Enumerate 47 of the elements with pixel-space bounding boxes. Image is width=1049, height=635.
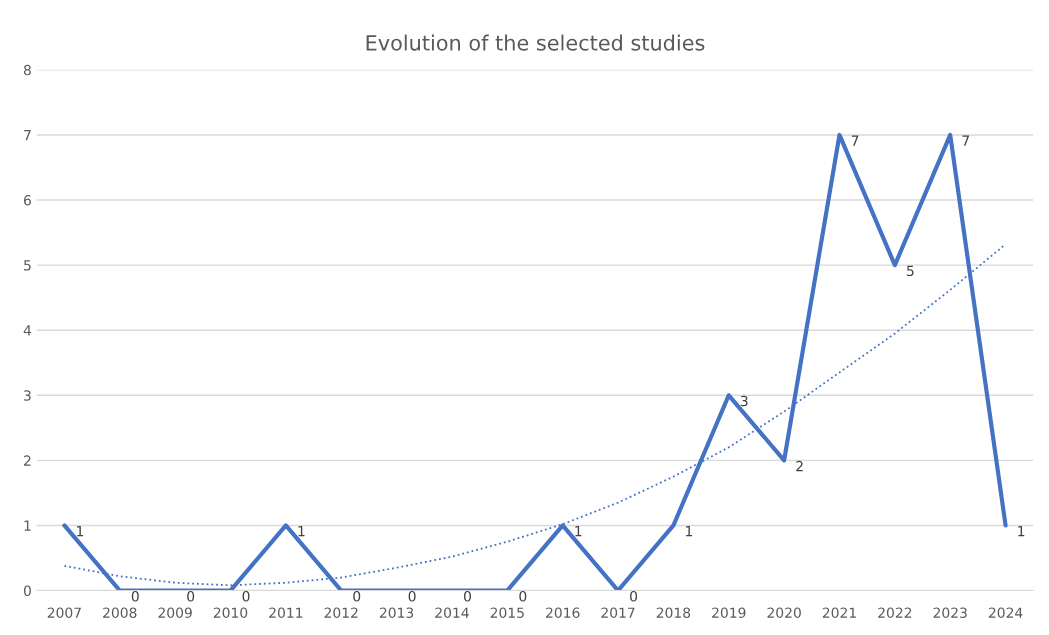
x-tick-label: 2018 — [656, 607, 691, 618]
data-label: 1 — [77, 526, 84, 537]
x-tick-label: 2009 — [158, 607, 192, 618]
y-tick-label: 6 — [23, 194, 31, 206]
data-label: 7 — [851, 135, 859, 146]
data-label: 1 — [1018, 526, 1025, 537]
y-tick-label: 4 — [23, 325, 32, 336]
line-series — [62, 132, 1008, 591]
x-tick-label: 2012 — [324, 607, 358, 618]
y-tick-label: 1 — [24, 520, 31, 531]
data-label: 0 — [408, 591, 416, 602]
x-tick-label: 2022 — [878, 607, 912, 618]
data-label: 3 — [740, 395, 748, 407]
data-label: 0 — [187, 591, 195, 602]
x-tick-label: 2007 — [47, 607, 81, 618]
data-label: 0 — [630, 591, 638, 602]
y-tick-label: 7 — [24, 130, 31, 141]
data-label: 0 — [353, 591, 361, 602]
data-label: 5 — [907, 265, 914, 277]
x-tick-label: 2011 — [269, 607, 303, 618]
data-label: 7 — [962, 135, 969, 146]
y-tick-label: 3 — [24, 390, 31, 401]
data-label: 2 — [796, 460, 803, 472]
x-tick-label: 2024 — [988, 607, 1023, 618]
y-tick-label: 0 — [23, 585, 31, 597]
x-tick-label: 2013 — [379, 607, 414, 618]
chart-title: Evolution of the selected studies — [366, 34, 705, 51]
y-tick-label: 2 — [24, 455, 31, 466]
x-tick-label: 2008 — [103, 607, 137, 618]
x-tick-label: 2016 — [546, 607, 580, 618]
x-tick-label: 2010 — [213, 607, 248, 618]
data-label: 1 — [575, 526, 582, 537]
data-label: 0 — [463, 591, 471, 602]
data-label: 0 — [131, 591, 139, 602]
x-tick-label: 2021 — [822, 607, 856, 618]
data-label: 1 — [686, 526, 693, 537]
y-tick-label: 5 — [24, 260, 31, 271]
x-tick-label: 2023 — [933, 607, 967, 618]
x-tick-label: 2020 — [767, 607, 801, 618]
x-tick-label: 2019 — [712, 607, 746, 618]
y-tick-label: 8 — [23, 64, 31, 76]
x-tick-label: 2017 — [601, 607, 635, 618]
data-label: 0 — [519, 591, 527, 602]
data-label: 1 — [298, 526, 305, 537]
x-tick-label: 2015 — [490, 607, 524, 618]
x-tick-label: 2014 — [435, 607, 469, 618]
data-label: 0 — [242, 591, 250, 602]
